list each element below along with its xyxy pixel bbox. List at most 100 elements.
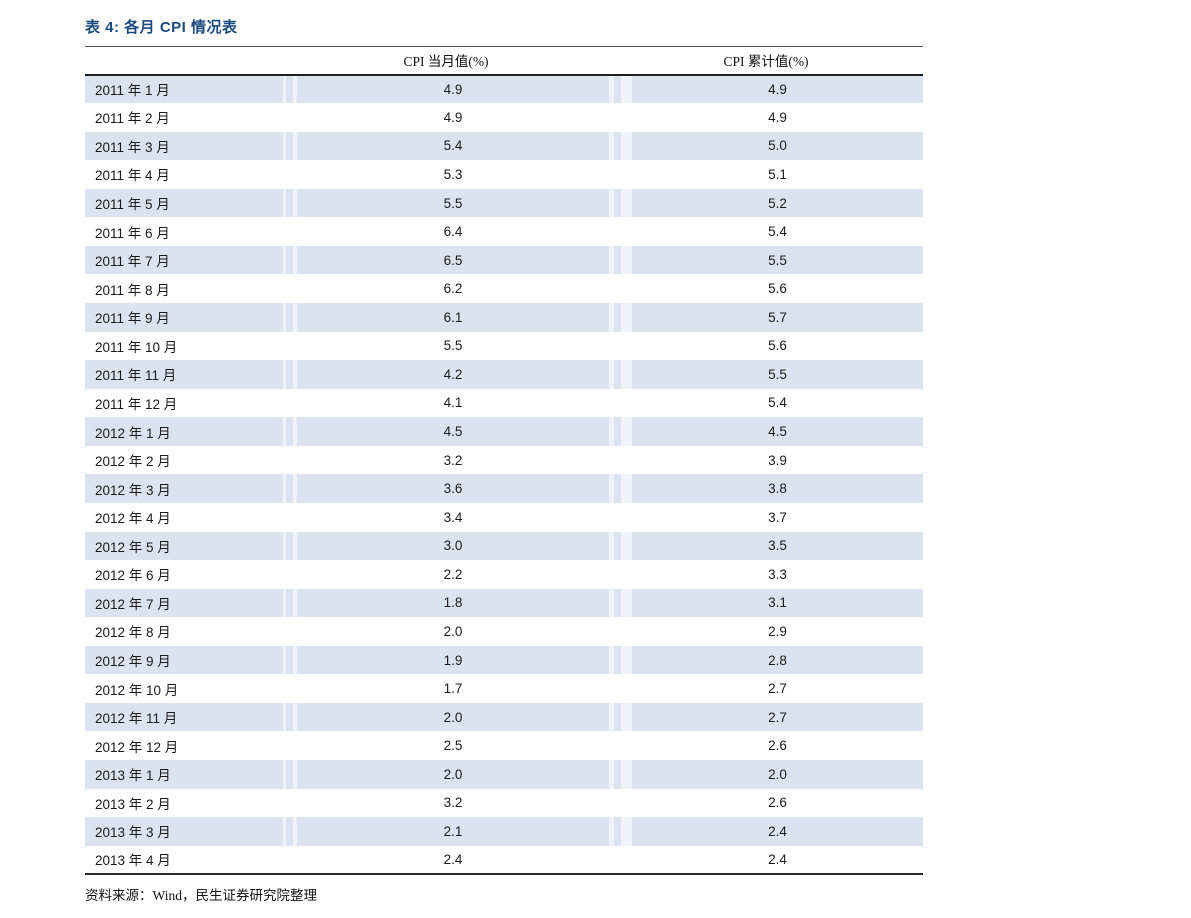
cpi-cumulative-cell: 2.7 bbox=[768, 681, 787, 697]
cpi-current-cell: 2.4 bbox=[443, 851, 463, 867]
column-gap bbox=[609, 360, 614, 389]
cpi-cumulative-cell: 2.6 bbox=[768, 738, 787, 754]
cpi-cumulative-cell: 5.2 bbox=[768, 195, 787, 211]
cpi-cumulative-cell: 2.6 bbox=[768, 795, 787, 811]
column-gap bbox=[283, 331, 286, 361]
table-row: 2011 年 7 月 6.5 5.5 bbox=[85, 245, 923, 275]
column-gap bbox=[293, 445, 297, 475]
column-gap bbox=[609, 188, 614, 218]
month-cell: 2013 年 2 月 bbox=[95, 796, 171, 812]
cpi-current-cell: 5.4 bbox=[443, 138, 463, 154]
cpi-cumulative-cell: 3.3 bbox=[768, 566, 787, 582]
column-gap bbox=[621, 645, 632, 675]
cpi-current-cell: 2.0 bbox=[443, 623, 463, 639]
cpi-current-cell: 3.0 bbox=[443, 538, 463, 554]
spacer-cell bbox=[614, 303, 621, 332]
cpi-table: CPI 当月值(%) CPI 累计值(%) 2011 年 1 月 4.9 4.9 20… bbox=[85, 46, 923, 876]
cpi-cumulative-cell: 3.5 bbox=[768, 538, 787, 554]
spacer-cell bbox=[614, 817, 621, 846]
table-row: 2013 年 2 月 3.2 2.6 bbox=[85, 788, 923, 818]
table-row: 2011 年 10 月 5.5 5.6 bbox=[85, 331, 923, 361]
table-row: 2012 年 8 月 2.0 2.9 bbox=[85, 617, 923, 646]
month-cell: 2011 年 11 月 bbox=[95, 368, 177, 384]
cpi-current-cell: 4.2 bbox=[443, 366, 463, 382]
month-cell: 2012 年 10 月 bbox=[95, 682, 179, 698]
cpi-cumulative-cell: 4.9 bbox=[768, 81, 787, 97]
spacer-cell bbox=[614, 846, 621, 875]
cpi-cumulative-cell: 5.7 bbox=[768, 309, 787, 325]
column-gap bbox=[283, 474, 286, 503]
month-cell: 2012 年 2 月 bbox=[95, 454, 171, 470]
spacer-cell bbox=[614, 646, 621, 675]
cpi-current-cell: 2.1 bbox=[443, 823, 463, 839]
spacer-cell bbox=[614, 674, 621, 703]
column-gap bbox=[609, 217, 614, 246]
spacer-cell bbox=[614, 617, 621, 646]
column-gap bbox=[293, 188, 297, 218]
month-cell: 2011 年 7 月 bbox=[95, 254, 170, 270]
column-gap bbox=[283, 645, 286, 675]
column-gap bbox=[283, 303, 286, 332]
column-gap bbox=[283, 502, 286, 532]
column-gap bbox=[293, 417, 297, 446]
spacer-cell bbox=[614, 760, 621, 789]
month-cell: 2012 年 11 月 bbox=[95, 711, 178, 727]
spacer-cell bbox=[286, 503, 293, 532]
table-row: 2011 年 5 月 5.5 5.2 bbox=[85, 188, 923, 218]
month-cell: 2012 年 12 月 bbox=[95, 739, 179, 755]
cpi-current-cell: 3.6 bbox=[443, 481, 463, 497]
table-row: 2011 年 11 月 4.2 5.5 bbox=[85, 360, 923, 389]
month-cell: 2011 年 10 月 bbox=[95, 339, 178, 355]
column-gap bbox=[283, 74, 286, 104]
column-gap bbox=[621, 245, 632, 275]
spacer-cell bbox=[614, 731, 621, 760]
cpi-cumulative-cell: 5.4 bbox=[768, 224, 787, 240]
table-row: 2012 年 7 月 1.8 3.1 bbox=[85, 588, 923, 618]
source-note: 资料来源：Wind，民生证券研究院整理 bbox=[85, 888, 317, 904]
month-cell: 2011 年 2 月 bbox=[95, 111, 170, 127]
column-gap bbox=[621, 160, 632, 189]
spacer-cell bbox=[286, 731, 293, 760]
cpi-current-cell: 5.5 bbox=[443, 338, 463, 354]
column-gap bbox=[621, 388, 632, 418]
table-row: 2012 年 12 月 2.5 2.6 bbox=[85, 731, 923, 760]
column-gap bbox=[283, 617, 286, 646]
column-gap bbox=[283, 388, 286, 418]
month-cell: 2011 年 5 月 bbox=[95, 197, 170, 213]
table-header-row: CPI 当月值(%) CPI 累计值(%) bbox=[85, 46, 923, 76]
column-gap bbox=[609, 845, 614, 875]
column-gap bbox=[283, 560, 286, 589]
column-gap bbox=[293, 245, 297, 275]
table-body: 2011 年 1 月 4.9 4.9 2011 年 2 月 4.9 4.9 2011 年 3… bbox=[85, 74, 923, 875]
column-gap bbox=[283, 445, 286, 475]
table-row: 2012 年 5 月 3.0 3.5 bbox=[85, 531, 923, 561]
table-row: 2011 年 2 月 4.9 4.9 bbox=[85, 103, 923, 132]
spacer-cell bbox=[614, 103, 621, 132]
header-cpi-current: CPI 当月值(%) bbox=[283, 46, 609, 76]
column-gap bbox=[621, 531, 632, 561]
column-gap bbox=[621, 188, 632, 218]
cpi-current-cell: 1.7 bbox=[443, 681, 463, 697]
cpi-cumulative-cell: 3.7 bbox=[768, 509, 787, 525]
spacer-cell bbox=[286, 274, 293, 303]
cpi-current-cell: 1.8 bbox=[443, 595, 463, 611]
cpi-current-cell: 2.0 bbox=[443, 709, 463, 725]
cpi-cumulative-cell: 5.5 bbox=[768, 366, 787, 382]
spacer-cell bbox=[614, 217, 621, 246]
table-row: 2011 年 12 月 4.1 5.4 bbox=[85, 388, 923, 418]
column-gap bbox=[283, 760, 286, 789]
spacer-cell bbox=[286, 103, 293, 132]
column-gap bbox=[609, 760, 614, 789]
month-cell: 2012 年 5 月 bbox=[95, 539, 171, 555]
month-cell: 2011 年 1 月 bbox=[95, 83, 170, 99]
spacer-cell bbox=[286, 417, 293, 446]
column-gap bbox=[609, 788, 614, 818]
spacer-cell bbox=[614, 474, 621, 503]
month-cell: 2011 年 8 月 bbox=[95, 282, 170, 298]
spacer-cell bbox=[286, 846, 293, 875]
cpi-current-cell: 3.4 bbox=[443, 509, 463, 525]
column-gap bbox=[283, 588, 286, 618]
month-cell: 2012 年 3 月 bbox=[95, 482, 171, 498]
spacer-cell bbox=[286, 389, 293, 418]
cpi-cumulative-cell: 3.1 bbox=[768, 595, 787, 611]
